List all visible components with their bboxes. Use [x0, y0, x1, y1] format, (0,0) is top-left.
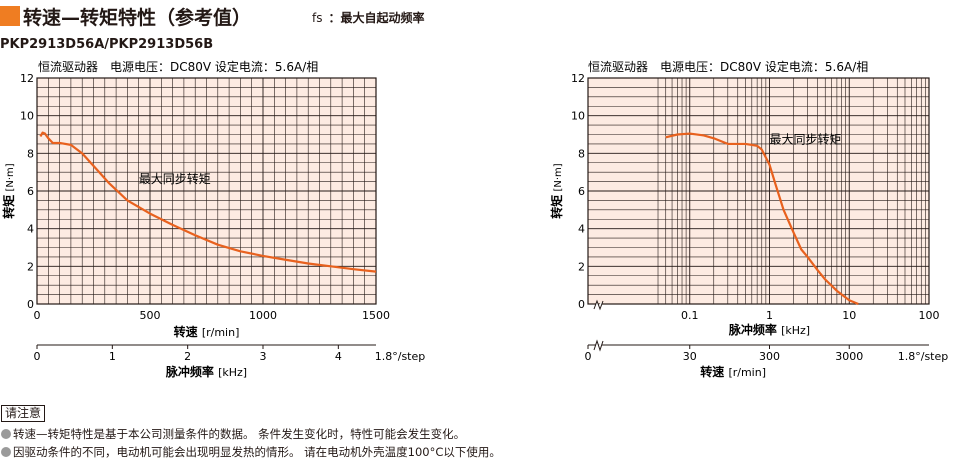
y-tick-label: 4 [27, 223, 34, 236]
fs-symbol: fs [312, 11, 323, 25]
step-angle-label: 1.8°/step [375, 350, 426, 363]
y-tick-label: 0 [578, 298, 585, 311]
title-accent-block [0, 6, 20, 26]
model-number: PKP2913D56A/PKP2913D56B [0, 37, 214, 52]
secondary-axis-label: 脉冲频率 [kHz] [165, 364, 247, 379]
step-angle-label: 1.8°/step [898, 350, 949, 363]
x-tick-label: 500 [140, 309, 161, 322]
secondary-tick-label: 3000 [835, 350, 863, 363]
x-axis-label: 脉冲频率 [kHz] [728, 322, 810, 337]
notice-text: 因驱动条件的不同，电动机可能会出现明显发热的情形。 请在电动机外壳温度100°C… [13, 445, 501, 459]
x-tick-label: 10 [842, 309, 856, 322]
bullet-icon [1, 429, 11, 439]
notice-line: 转速—转矩特性是基于本公司测量条件的数据。 条件发生变化时，特性可能会发生变化。 [1, 426, 465, 442]
y-tick-label: 8 [27, 147, 34, 160]
y-axis-label-main: 转矩 [1, 195, 16, 219]
curve-label: 最大同步转矩 [139, 171, 211, 186]
axis-break-mark [593, 299, 604, 311]
secondary-axis-label: 转速 [r/min] [700, 364, 766, 379]
y-tick-label: 0 [27, 298, 34, 311]
secondary-axis-label-unit: [kHz] [218, 366, 247, 379]
fs-note: fs ：最大自起动频率 [312, 9, 425, 26]
plot-frame [36, 77, 377, 305]
y-axis-label: 转矩 [N·m] [549, 163, 564, 218]
bullet-icon [1, 447, 11, 457]
axis-break-mark [593, 339, 604, 352]
y-tick-label: 12 [20, 72, 34, 85]
torque-curve [665, 132, 859, 306]
x-tick-label: 0 [34, 309, 41, 322]
x-axis-label-unit: [kHz] [781, 324, 810, 337]
x-tick-label: 1500 [362, 309, 390, 322]
x-tick-label: 0.1 [681, 309, 699, 322]
x-axis-label-main: 脉冲频率 [728, 322, 781, 337]
x-axis-label: 转速 [r/min] [174, 324, 240, 339]
y-axis-label-unit: [N·m] [5, 163, 16, 194]
torque-curve [39, 131, 377, 273]
y-axis-label: 转矩 [N·m] [1, 163, 16, 218]
notice-line: 因驱动条件的不同，电动机可能会出现明显发热的情形。 请在电动机外壳温度100°C… [1, 444, 501, 460]
page-title: 转速—转矩特性（参考值） [23, 7, 252, 29]
curve-label: 最大同步转矩 [770, 131, 842, 146]
secondary-tick-label: 3 [260, 350, 267, 363]
x-axis-label-unit: [r/min] [202, 326, 240, 339]
secondary-tick-label: 0 [585, 350, 592, 363]
y-tick-label: 6 [578, 185, 585, 198]
secondary-axis-label-unit: [r/min] [728, 366, 766, 379]
secondary-tick-label: 2 [184, 350, 191, 363]
secondary-tick-label: 300 [759, 350, 780, 363]
secondary-tick-label: 0 [34, 350, 41, 363]
y-tick-label: 10 [20, 110, 34, 123]
x-axis-label-main: 转速 [174, 324, 202, 339]
fs-description: ：最大自起动频率 [328, 11, 425, 25]
y-axis-label-unit: [N·m] [553, 163, 564, 194]
notice-label: 请注意 [1, 405, 46, 422]
secondary-axis-label-main: 转速 [700, 364, 728, 379]
notice-text: 转速—转矩特性是基于本公司测量条件的数据。 条件发生变化时，特性可能会发生变化。 [13, 427, 466, 441]
chart-header: 恒流驱动器 电源电压：DC80V 设定电流：5.6A/相 [38, 59, 318, 74]
y-tick-label: 8 [578, 147, 585, 160]
chart-header: 恒流驱动器 电源电压：DC80V 设定电流：5.6A/相 [588, 59, 868, 74]
y-tick-label: 2 [578, 260, 585, 273]
secondary-axis-label-main: 脉冲频率 [165, 364, 218, 379]
secondary-tick-label: 1 [109, 350, 116, 363]
x-tick-label: 1 [766, 309, 773, 322]
y-tick-label: 2 [27, 260, 34, 273]
secondary-tick-label: 4 [335, 350, 342, 363]
x-tick-label: 1000 [249, 309, 277, 322]
chart-log: 恒流驱动器 电源电压：DC80V 设定电流：5.6A/相0246810120.1… [549, 59, 949, 379]
y-axis-label-main: 转矩 [549, 195, 564, 219]
secondary-tick-label: 30 [683, 350, 697, 363]
x-tick-label: 100 [919, 309, 940, 322]
y-tick-label: 12 [571, 72, 585, 85]
y-tick-label: 6 [27, 185, 34, 198]
y-tick-label: 10 [571, 110, 585, 123]
y-tick-label: 4 [578, 223, 585, 236]
plot-frame [587, 77, 930, 305]
